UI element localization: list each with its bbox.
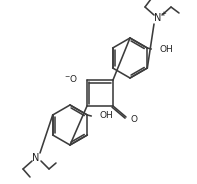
Text: O: O (131, 114, 138, 123)
Text: OH: OH (99, 112, 113, 121)
Text: N: N (32, 153, 40, 163)
Text: OH: OH (159, 45, 173, 54)
Text: N: N (154, 13, 162, 23)
Text: +: + (160, 11, 166, 17)
Text: $^{-}$O: $^{-}$O (64, 72, 78, 84)
